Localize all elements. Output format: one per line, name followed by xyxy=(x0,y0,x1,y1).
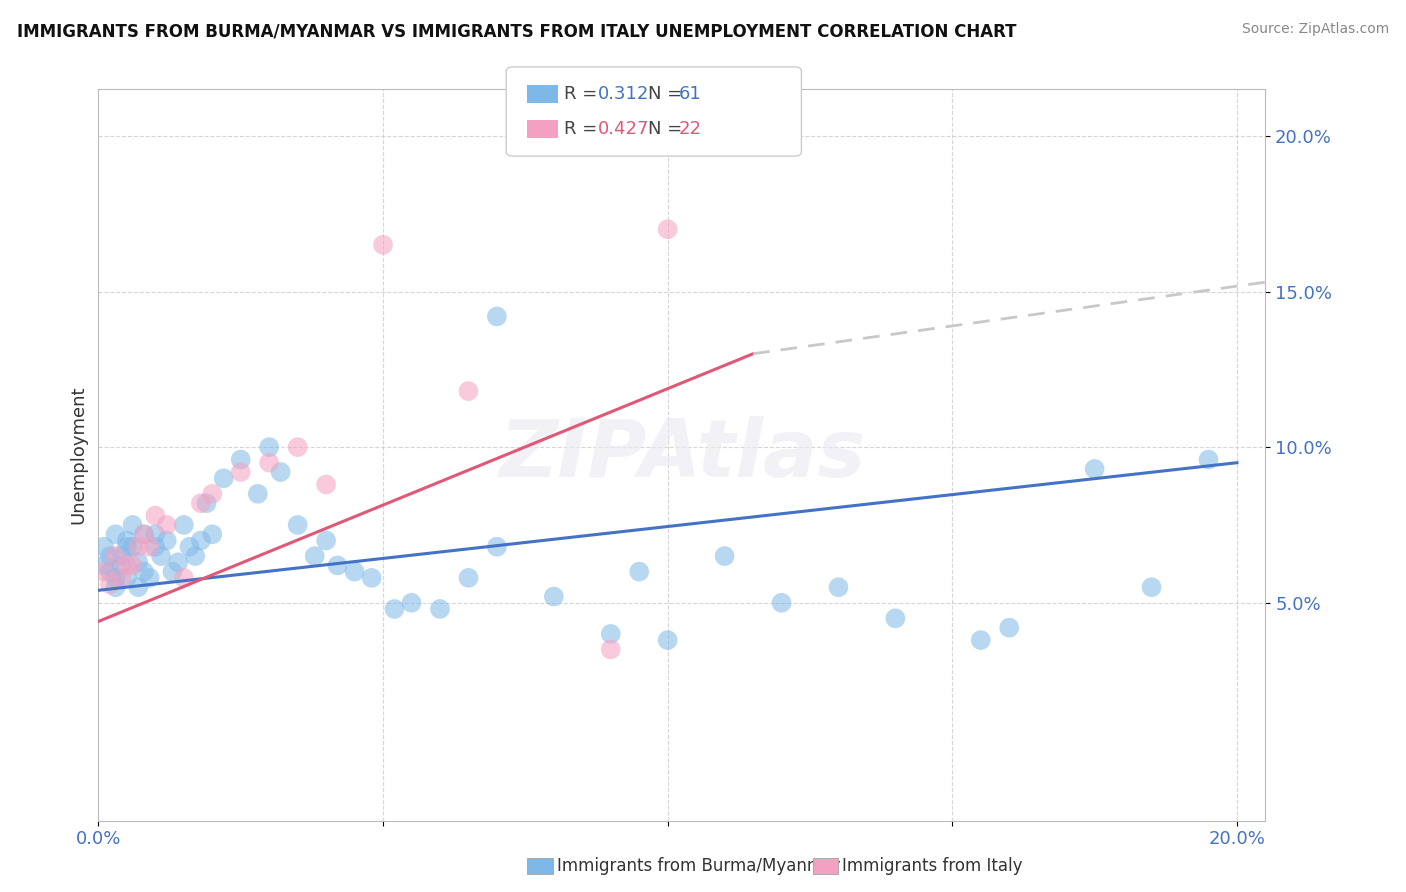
Text: R =: R = xyxy=(564,85,603,103)
Point xyxy=(190,496,212,510)
Point xyxy=(143,508,166,523)
Point xyxy=(98,565,121,579)
Point xyxy=(884,611,907,625)
Point xyxy=(201,487,224,501)
Point xyxy=(201,527,224,541)
Point xyxy=(401,596,423,610)
Point xyxy=(657,633,679,648)
Text: Immigrants from Burma/Myanmar: Immigrants from Burma/Myanmar xyxy=(557,857,839,875)
Point xyxy=(384,602,406,616)
Point xyxy=(121,518,143,533)
Point xyxy=(115,540,138,554)
Point xyxy=(657,222,679,236)
Text: N =: N = xyxy=(648,85,688,103)
Point xyxy=(343,565,366,579)
Text: 61: 61 xyxy=(679,85,702,103)
Point xyxy=(1140,580,1163,594)
Point xyxy=(104,571,127,585)
Text: R =: R = xyxy=(564,120,603,138)
Point xyxy=(287,518,309,533)
Point xyxy=(457,571,479,585)
Point xyxy=(1084,462,1107,476)
Point xyxy=(173,518,195,533)
Point xyxy=(110,558,132,573)
Point xyxy=(110,571,132,585)
Point xyxy=(127,540,149,554)
Point xyxy=(132,527,155,541)
Point xyxy=(173,571,195,585)
Point xyxy=(599,627,621,641)
Point xyxy=(93,565,115,579)
Point xyxy=(315,533,337,548)
Point xyxy=(184,549,207,563)
Point xyxy=(827,580,849,594)
Point xyxy=(143,527,166,541)
Point xyxy=(270,465,292,479)
Point xyxy=(115,558,138,573)
Point xyxy=(104,549,127,563)
Point xyxy=(150,549,173,563)
Text: IMMIGRANTS FROM BURMA/MYANMAR VS IMMIGRANTS FROM ITALY UNEMPLOYMENT CORRELATION : IMMIGRANTS FROM BURMA/MYANMAR VS IMMIGRA… xyxy=(17,22,1017,40)
Point xyxy=(257,456,280,470)
Point xyxy=(998,621,1021,635)
Point xyxy=(246,487,269,501)
Point xyxy=(770,596,793,610)
Point xyxy=(98,577,121,591)
Point xyxy=(229,452,252,467)
Text: Source: ZipAtlas.com: Source: ZipAtlas.com xyxy=(1241,22,1389,37)
Point xyxy=(485,310,508,324)
Point xyxy=(628,565,651,579)
Point xyxy=(287,440,309,454)
Point xyxy=(127,580,149,594)
Point xyxy=(132,527,155,541)
Point xyxy=(162,565,184,579)
Point xyxy=(543,590,565,604)
Point xyxy=(970,633,993,648)
Point xyxy=(429,602,451,616)
Point xyxy=(457,384,479,398)
Point xyxy=(93,540,115,554)
Text: 22: 22 xyxy=(679,120,702,138)
Y-axis label: Unemployment: Unemployment xyxy=(69,385,87,524)
Text: N =: N = xyxy=(648,120,688,138)
Text: ZIPAtlas: ZIPAtlas xyxy=(499,416,865,494)
Point xyxy=(115,571,138,585)
Point xyxy=(190,533,212,548)
Point xyxy=(143,540,166,554)
Point xyxy=(326,558,349,573)
Point xyxy=(1198,452,1220,467)
Point xyxy=(229,465,252,479)
Point xyxy=(93,558,115,573)
Point xyxy=(167,555,190,569)
Point xyxy=(132,565,155,579)
Point xyxy=(104,527,127,541)
Point xyxy=(121,540,143,554)
Point xyxy=(138,571,160,585)
Point xyxy=(127,555,149,569)
Point xyxy=(599,642,621,657)
Point xyxy=(371,237,394,252)
Point xyxy=(315,477,337,491)
Point xyxy=(138,540,160,554)
Point xyxy=(179,540,201,554)
Point xyxy=(104,580,127,594)
Text: Immigrants from Italy: Immigrants from Italy xyxy=(842,857,1022,875)
Point xyxy=(360,571,382,585)
Text: 0.312: 0.312 xyxy=(598,85,650,103)
Point xyxy=(98,549,121,563)
Point xyxy=(115,533,138,548)
Point xyxy=(257,440,280,454)
Point xyxy=(156,518,179,533)
Point xyxy=(121,558,143,573)
Point xyxy=(110,549,132,563)
Point xyxy=(212,471,235,485)
Point xyxy=(156,533,179,548)
Point xyxy=(713,549,735,563)
Point xyxy=(304,549,326,563)
Point xyxy=(485,540,508,554)
Point xyxy=(195,496,218,510)
Text: 0.427: 0.427 xyxy=(598,120,650,138)
